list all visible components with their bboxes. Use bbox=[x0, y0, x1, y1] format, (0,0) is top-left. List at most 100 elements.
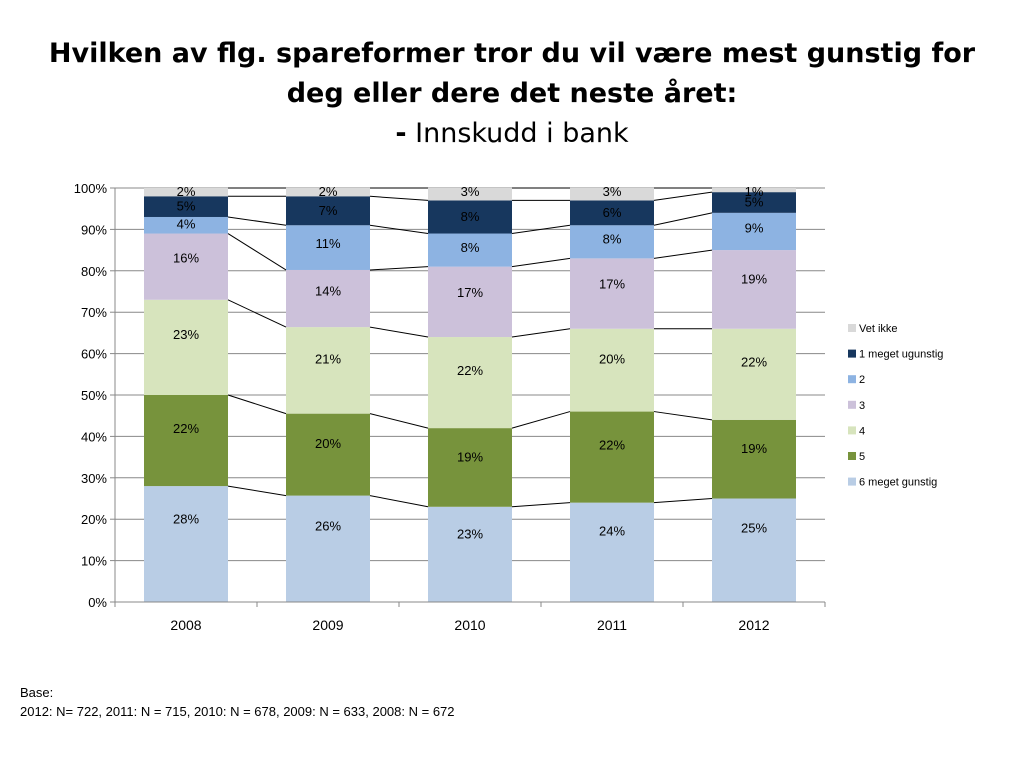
data-label: 20% bbox=[599, 352, 625, 367]
title-line-1: Hvilken av flg. spareformer tror du vil … bbox=[48, 38, 976, 69]
axes: 0% 10% 20% 30% 40% 50% 60% 70% 80% 90% 100% 2008 200… bbox=[74, 181, 826, 633]
bar-segment bbox=[428, 233, 512, 267]
data-label: 7% bbox=[319, 203, 338, 218]
series-line bbox=[227, 233, 287, 271]
bar-segment bbox=[428, 337, 512, 429]
bar-segment bbox=[712, 212, 796, 251]
bar-segment bbox=[286, 225, 370, 270]
series-line bbox=[511, 502, 571, 508]
bar-segments bbox=[144, 188, 796, 602]
bar-segment bbox=[286, 327, 370, 414]
y-tick-label: 0% bbox=[88, 595, 107, 610]
x-tick-label: 2011 bbox=[597, 617, 627, 633]
data-label: 22% bbox=[457, 363, 483, 378]
data-label: 16% bbox=[173, 250, 199, 265]
data-label: 5% bbox=[745, 194, 764, 209]
series-line bbox=[653, 191, 713, 201]
y-tick-label: 60% bbox=[81, 347, 107, 362]
x-tick-label: 2009 bbox=[312, 617, 343, 633]
series-line bbox=[511, 328, 571, 338]
bar-segment bbox=[428, 200, 512, 234]
bar-segment bbox=[144, 299, 228, 395]
bar-segment bbox=[144, 188, 228, 197]
legend-swatch bbox=[848, 477, 856, 486]
data-label: 4% bbox=[177, 217, 196, 232]
bar-segment bbox=[144, 233, 228, 300]
series-line bbox=[653, 498, 713, 504]
bar-segment bbox=[144, 216, 228, 234]
data-label: 23% bbox=[457, 526, 483, 541]
legend-label: 6 meget gunstig bbox=[859, 477, 937, 489]
footnote-label: Base: bbox=[20, 685, 54, 700]
bar-segment bbox=[570, 411, 654, 503]
data-label: 19% bbox=[457, 449, 483, 464]
y-tick-label: 30% bbox=[81, 471, 107, 486]
legend-label: 2 bbox=[859, 374, 865, 386]
series-line bbox=[369, 495, 429, 508]
bar-segment bbox=[570, 200, 654, 226]
bar-segment bbox=[570, 188, 654, 201]
bar-segment bbox=[144, 395, 228, 487]
footnote: Base: 2012: N= 722, 2011: N = 715, 2010:… bbox=[20, 683, 455, 721]
data-label: 20% bbox=[315, 436, 341, 451]
data-label: 21% bbox=[315, 351, 341, 366]
series-line bbox=[511, 411, 571, 429]
series-line bbox=[227, 394, 287, 415]
bar-segment bbox=[286, 269, 370, 328]
series-line bbox=[369, 413, 429, 429]
data-label: 8% bbox=[461, 240, 480, 255]
legend-label: 1 meget ugunstig bbox=[859, 349, 943, 361]
bar-segment bbox=[712, 328, 796, 420]
y-tick-label: 90% bbox=[81, 222, 107, 237]
data-label: 23% bbox=[173, 327, 199, 342]
bar-segment bbox=[712, 188, 796, 193]
bar-segment bbox=[570, 225, 654, 259]
legend-label: 4 bbox=[859, 425, 865, 437]
series-connector-lines bbox=[227, 187, 713, 508]
series-line bbox=[227, 299, 287, 328]
bar-segment bbox=[286, 196, 370, 226]
series-line bbox=[511, 224, 571, 235]
legend-swatch bbox=[848, 349, 856, 358]
bar-segment bbox=[144, 196, 228, 217]
y-tick-label: 50% bbox=[81, 388, 107, 403]
data-label: 1% bbox=[745, 184, 764, 199]
bar-segment bbox=[712, 250, 796, 329]
title-dash: - bbox=[395, 118, 407, 149]
bar-segment bbox=[570, 258, 654, 329]
data-labels: 28%22%23%16%4%5%2%26%20%21%14%11%7%2%23%… bbox=[173, 184, 767, 541]
footnote-text: 2012: N= 722, 2011: N = 715, 2010: N = 6… bbox=[20, 704, 455, 719]
bar-segment bbox=[428, 428, 512, 507]
series-line bbox=[227, 485, 287, 497]
x-tick-label: 2010 bbox=[454, 617, 485, 633]
data-label: 22% bbox=[173, 421, 199, 436]
data-label: 11% bbox=[315, 236, 340, 251]
data-label: 2% bbox=[319, 184, 338, 199]
legend-swatch bbox=[848, 426, 856, 435]
legend-swatch bbox=[848, 324, 856, 332]
data-label: 24% bbox=[599, 523, 625, 538]
data-label: 5% bbox=[177, 199, 196, 214]
y-tick-label: 40% bbox=[81, 429, 107, 444]
data-label: 22% bbox=[741, 355, 767, 370]
series-line bbox=[369, 195, 429, 201]
x-tick-label: 2012 bbox=[738, 617, 769, 633]
y-tick-label: 20% bbox=[81, 512, 107, 527]
subtitle-text: Innskudd i bank bbox=[415, 118, 629, 149]
legend-label: Vet ikke bbox=[859, 323, 898, 335]
data-label: 19% bbox=[741, 441, 767, 456]
series-line bbox=[653, 249, 713, 259]
legend-swatch bbox=[848, 375, 856, 384]
stacked-bar-chart: 28%22%23%16%4%5%2%26%20%21%14%11%7%2%23%… bbox=[74, 181, 944, 633]
bar-segment bbox=[712, 192, 796, 213]
data-label: 6% bbox=[603, 205, 622, 220]
y-tick-label: 80% bbox=[81, 264, 107, 279]
bar-segment bbox=[428, 266, 512, 338]
legend-label: 5 bbox=[859, 451, 865, 463]
data-label: 8% bbox=[461, 209, 480, 224]
bar-segment bbox=[712, 498, 796, 602]
title-line-2: deg eller dere det neste året: bbox=[286, 78, 738, 109]
series-line bbox=[227, 216, 287, 226]
bar-segment bbox=[428, 188, 512, 201]
data-label: 3% bbox=[603, 184, 622, 199]
